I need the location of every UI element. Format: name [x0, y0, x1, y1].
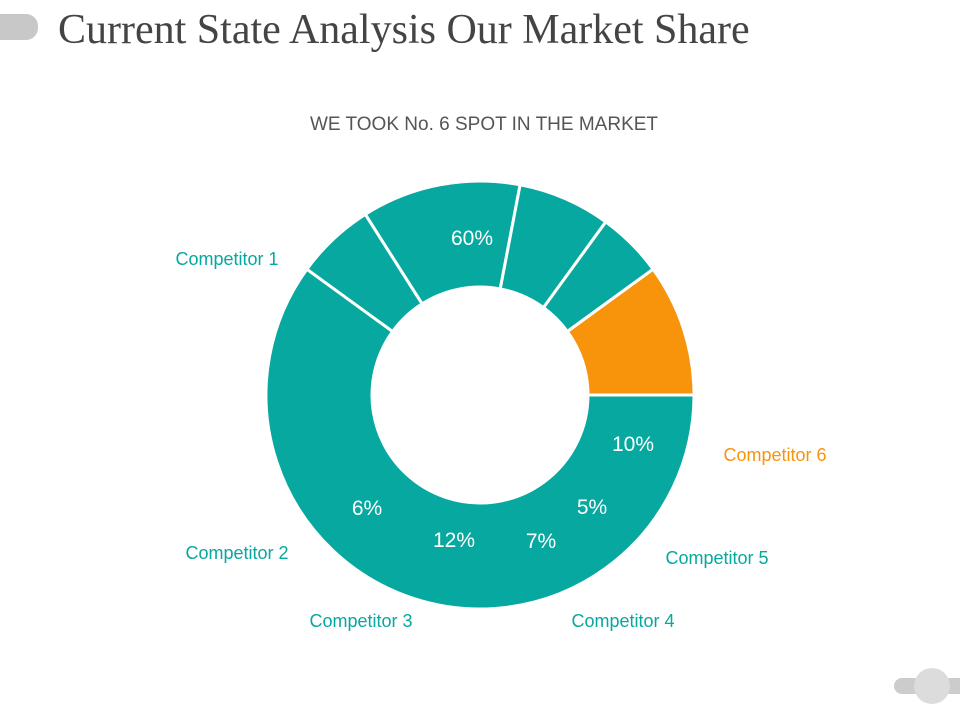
category-label-competitor-5: Competitor 5: [665, 548, 768, 568]
slide-title: Current State Analysis Our Market Share: [58, 7, 750, 53]
value-label-competitor-6: 10%: [612, 433, 654, 456]
category-label-competitor-1: Competitor 1: [175, 249, 278, 269]
category-label-competitor-3: Competitor 3: [309, 611, 412, 631]
category-label-competitor-4: Competitor 4: [571, 611, 674, 631]
category-label-competitor-2: Competitor 2: [185, 543, 288, 563]
value-label-competitor-1: 60%: [451, 227, 493, 250]
donut-slice-competitor-1: [264, 267, 696, 611]
slide-nav-handle[interactable]: [914, 668, 950, 704]
category-label-competitor-6: Competitor 6: [723, 445, 826, 465]
value-label-competitor-2: 6%: [352, 497, 382, 520]
value-label-competitor-5: 5%: [577, 496, 607, 519]
donut-slice-competitor-6: [565, 267, 696, 397]
chart-subtitle: WE TOOK No. 6 SPOT IN THE MARKET: [309, 114, 659, 135]
title-accent-tab: [0, 14, 38, 40]
value-label-competitor-4: 7%: [526, 530, 556, 553]
value-label-competitor-3: 12%: [433, 529, 475, 552]
